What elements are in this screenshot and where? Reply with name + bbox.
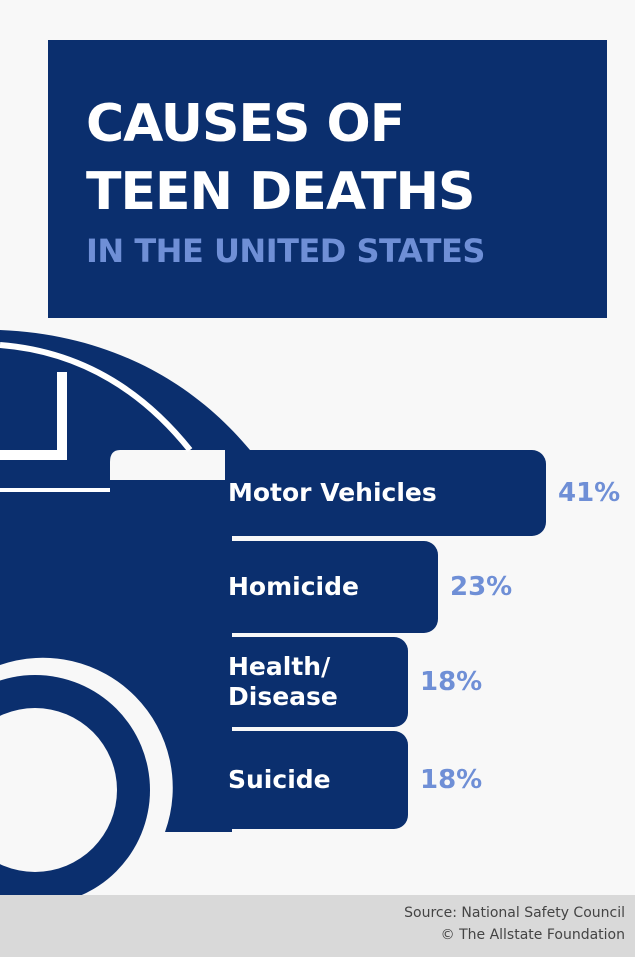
category-label: Motor Vehicles xyxy=(228,478,437,508)
value-label: 18% xyxy=(420,667,482,697)
footer: Source: National Safety Council © The Al… xyxy=(0,895,635,957)
credit: © The Allstate Foundation xyxy=(441,927,625,943)
category-label: Suicide xyxy=(228,765,331,795)
category-label: Homicide xyxy=(228,572,359,602)
infographic: CAUSES OF TEEN DEATHS IN THE UNITED STAT… xyxy=(0,0,635,957)
value-label: 18% xyxy=(420,765,482,795)
value-label: 41% xyxy=(558,478,620,508)
source: Source: National Safety Council xyxy=(404,905,625,921)
category-label: Health/ Disease xyxy=(228,652,338,712)
value-label: 23% xyxy=(450,572,512,602)
